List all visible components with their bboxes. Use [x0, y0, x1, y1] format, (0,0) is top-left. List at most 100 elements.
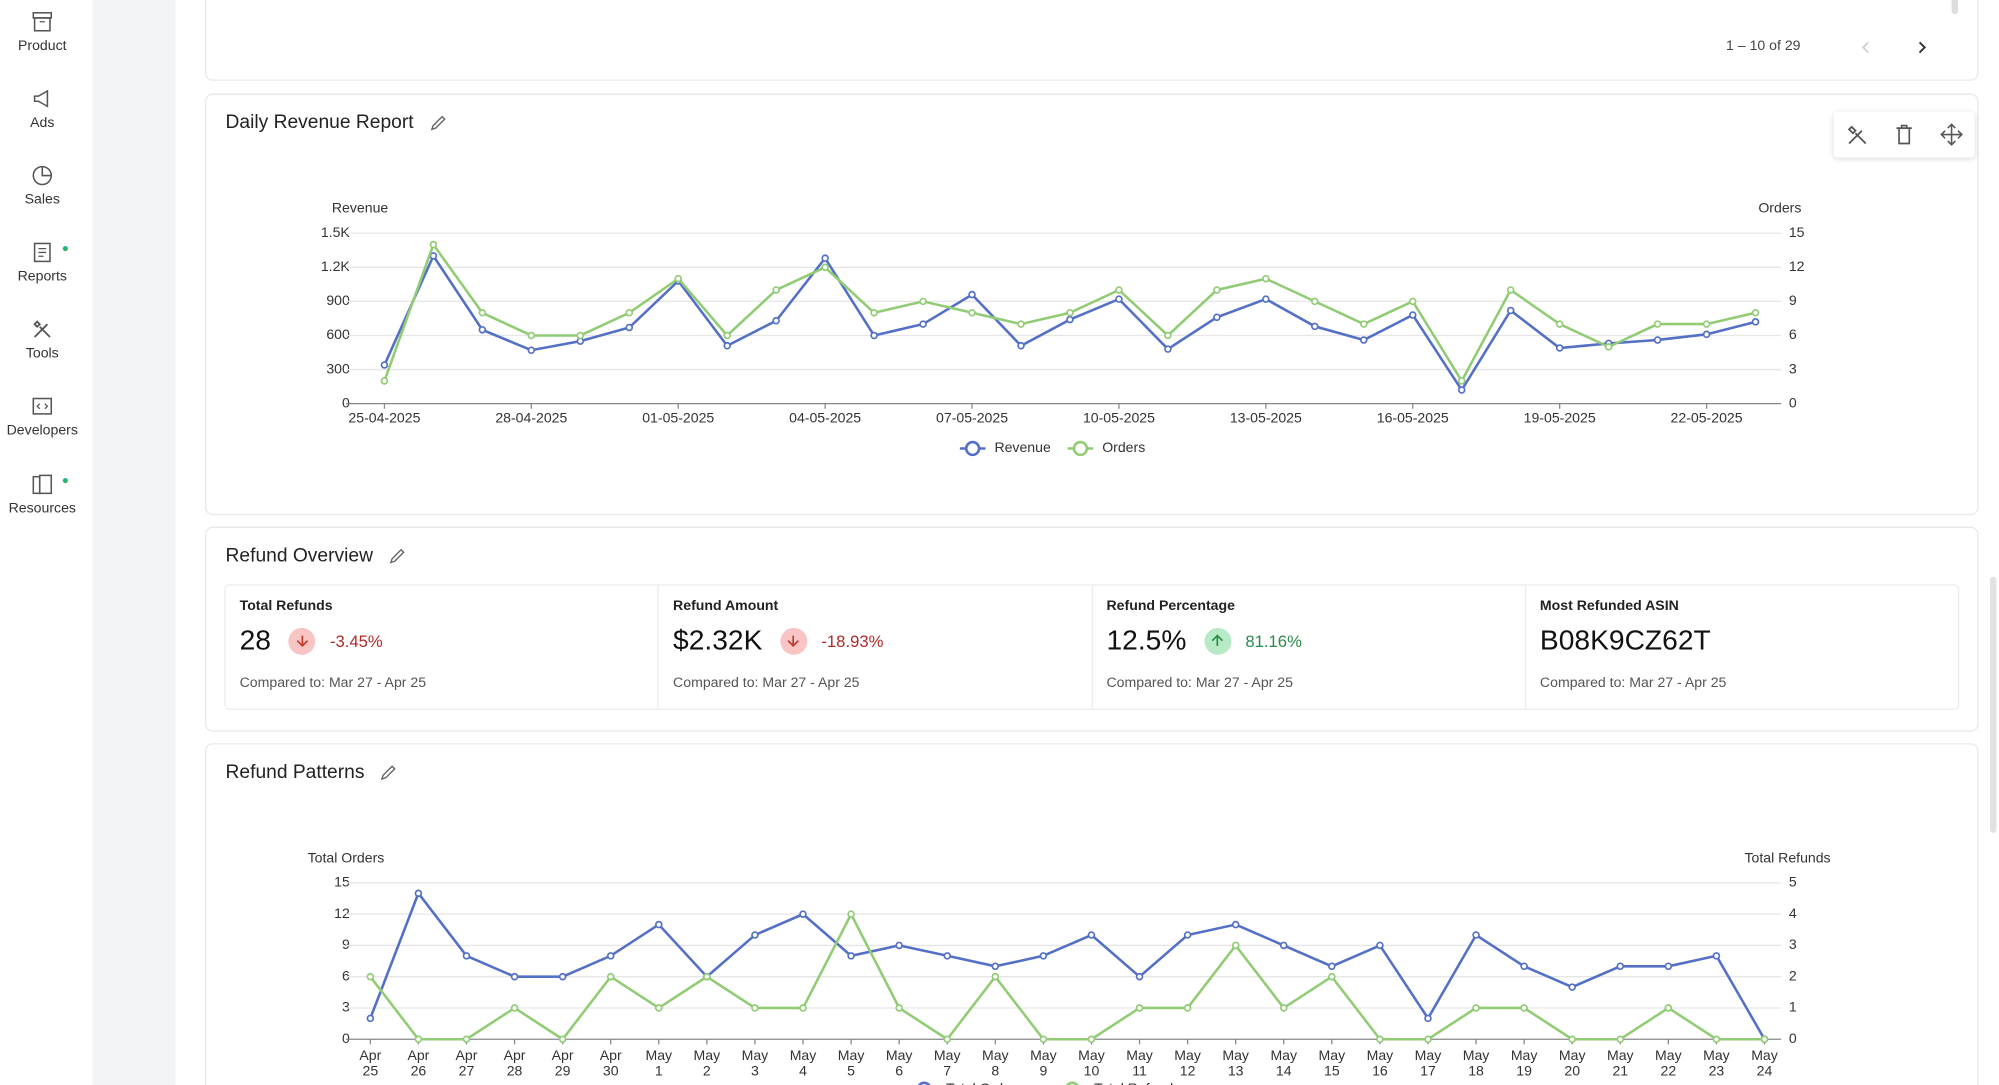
nav-label: Product	[17, 38, 67, 54]
nav-item[interactable]: Developers	[0, 395, 85, 438]
kpi-title: Refund Percentage	[1106, 598, 1235, 614]
kpi-value: $2.32K	[673, 624, 763, 657]
x-tick-label: Apr 28	[504, 1047, 526, 1078]
data-point	[1760, 1035, 1769, 1044]
x-tick-label: Apr 29	[552, 1047, 574, 1078]
data-point	[1702, 330, 1711, 339]
x-tick-label: May 2	[694, 1047, 722, 1078]
y-axis-title: Revenue	[332, 200, 389, 216]
nav-item[interactable]: Ads	[0, 87, 85, 131]
title-text: Refund Patterns	[225, 761, 365, 783]
data-point	[1408, 297, 1417, 306]
x-tick-label: 07-05-2025	[936, 410, 1008, 426]
tools-button[interactable]	[1846, 123, 1869, 146]
data-point	[674, 274, 683, 283]
data-point	[478, 326, 487, 334]
nav-item[interactable]: Resources	[0, 473, 85, 517]
data-point	[1115, 286, 1123, 294]
data-point	[772, 316, 780, 325]
data-point	[991, 972, 1000, 981]
kpi-change: -3.45%	[329, 631, 383, 651]
data-point	[1017, 341, 1025, 350]
data-point	[1135, 1004, 1144, 1012]
x-tick-label: May 17	[1415, 1047, 1443, 1078]
data-point	[943, 952, 952, 960]
x-tick-label: May 9	[1030, 1047, 1058, 1078]
nav-item[interactable]: Reports	[0, 241, 85, 284]
data-point	[1135, 972, 1144, 981]
legend-marker	[1072, 440, 1089, 457]
x-tick-label: May 15	[1319, 1047, 1347, 1078]
status-dot	[62, 246, 68, 252]
data-point	[1115, 295, 1123, 303]
data-point	[1087, 931, 1096, 939]
pagination-text: 1 – 10 of 29	[1726, 38, 1801, 54]
move-button[interactable]	[1939, 123, 1963, 146]
kpi-value-row: 12.5% 81.16%	[1106, 621, 1510, 659]
data-point	[1183, 1004, 1192, 1012]
data-point	[1376, 941, 1384, 950]
series-line	[369, 911, 1765, 1041]
x-tick-label: Apr 25	[359, 1047, 381, 1078]
data-point	[1039, 952, 1048, 960]
panel-title: Refund Patterns	[226, 761, 398, 783]
data-point	[1520, 1004, 1528, 1012]
nav-label: Ads	[30, 115, 55, 131]
data-point	[1262, 274, 1270, 283]
edit-icon[interactable]	[429, 113, 447, 131]
x-tick-label: Apr 26	[407, 1047, 429, 1078]
kpi-card: Total Refunds 28 -3.45% Compared to: Mar 27…	[226, 585, 659, 709]
gutter	[92, 0, 176, 1085]
data-point	[991, 962, 1000, 971]
nav-item[interactable]: Sales	[0, 164, 85, 208]
y-tick-label: 0	[342, 394, 350, 410]
title-text: Daily Revenue Report	[225, 111, 414, 134]
data-point	[968, 290, 976, 299]
data-point	[1231, 941, 1240, 950]
nav-label: Tools	[25, 345, 59, 362]
data-point	[919, 297, 927, 306]
nav-item[interactable]: Product	[0, 10, 85, 54]
data-point	[1424, 1014, 1432, 1023]
data-point	[723, 341, 731, 350]
y2-tick-label: 3	[1789, 360, 1797, 376]
y2-tick-label: 4	[1789, 905, 1797, 921]
x-tick-label: Apr 27	[456, 1047, 478, 1078]
data-point	[821, 254, 829, 262]
data-point	[1183, 931, 1192, 939]
nav-item[interactable]: Tools	[0, 318, 85, 362]
x-tick-label: 10-05-2025	[1083, 410, 1155, 426]
data-point	[1472, 1004, 1480, 1012]
next-page[interactable]	[1916, 40, 1929, 55]
legend-label: Revenue	[994, 439, 1051, 455]
y2-tick-label: 0	[1789, 394, 1797, 410]
data-point	[1066, 315, 1074, 324]
y-tick-label: 1.5K	[321, 224, 351, 240]
data-point	[1066, 308, 1074, 317]
legend-label: Orders	[1102, 439, 1145, 455]
data-point	[1702, 320, 1711, 328]
kpi-value-row: B08K9CZ62T	[1540, 621, 1944, 659]
delete-button[interactable]	[1893, 123, 1916, 146]
legend-label: Total Orders	[946, 1080, 1023, 1085]
data-point	[625, 308, 634, 317]
data-point	[1311, 297, 1319, 306]
edit-icon[interactable]	[380, 763, 398, 781]
data-point	[527, 346, 536, 355]
data-point	[1262, 295, 1270, 303]
data-point	[1712, 952, 1721, 960]
data-point	[1751, 318, 1760, 326]
data-point	[366, 972, 375, 981]
y-tick-label: 15	[334, 874, 350, 890]
data-point	[414, 889, 423, 898]
kpi-value: 28	[239, 624, 271, 657]
nav-label: Resources	[8, 501, 76, 517]
data-point	[1279, 1004, 1288, 1012]
prev-page[interactable]	[1859, 40, 1872, 55]
data-point	[870, 331, 878, 340]
kpi-title: Refund Amount	[673, 598, 779, 614]
edit-icon[interactable]	[388, 547, 406, 565]
x-tick-label: May 22	[1655, 1047, 1683, 1078]
data-point	[1653, 320, 1662, 328]
